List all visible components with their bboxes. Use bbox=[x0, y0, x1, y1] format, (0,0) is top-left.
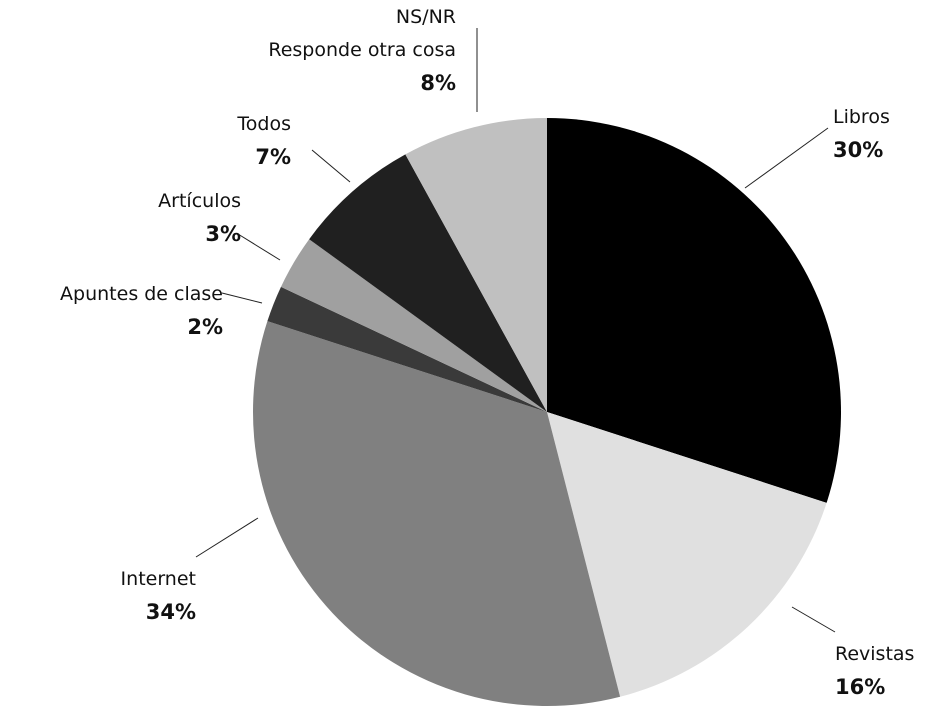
leader-line bbox=[744, 127, 829, 189]
pie-slice bbox=[547, 118, 841, 503]
value-label: 2% bbox=[187, 315, 223, 339]
category-label: Apuntes de clase bbox=[60, 283, 223, 305]
slice-label: Libros 30% bbox=[833, 101, 890, 167]
slice-label: Artículos 3% bbox=[158, 185, 241, 251]
slice-label: Apuntes de clase 2% bbox=[60, 278, 223, 344]
category-label: Artículos bbox=[158, 190, 241, 212]
category-label: NS/NR Responde otra cosa bbox=[268, 6, 456, 61]
leader-line bbox=[791, 606, 836, 633]
slice-label: Todos 7% bbox=[237, 108, 291, 174]
value-label: 3% bbox=[205, 222, 241, 246]
pie-slice bbox=[252, 321, 621, 706]
value-label: 34% bbox=[145, 600, 196, 624]
leader-line bbox=[221, 292, 263, 304]
slice-label: Revistas 16% bbox=[835, 638, 914, 704]
pie-slice bbox=[405, 118, 547, 412]
pie-slice bbox=[280, 239, 547, 412]
value-label: 16% bbox=[835, 675, 886, 699]
category-label: Libros bbox=[833, 106, 890, 128]
value-label: 8% bbox=[420, 71, 456, 95]
category-label: Internet bbox=[120, 568, 196, 590]
pie-slice bbox=[547, 412, 827, 697]
category-label: Revistas bbox=[835, 643, 915, 665]
slice-label: Internet 34% bbox=[121, 563, 196, 629]
value-label: 30% bbox=[833, 138, 884, 162]
pie-slice bbox=[309, 154, 547, 412]
pie-slice bbox=[267, 286, 547, 412]
leader-line bbox=[195, 517, 259, 558]
leader-line bbox=[311, 149, 351, 183]
slice-label: NS/NR Responde otra cosa 8% bbox=[268, 1, 456, 100]
category-label: Todos bbox=[237, 113, 291, 135]
leader-line bbox=[237, 233, 281, 261]
value-label: 7% bbox=[255, 145, 291, 169]
